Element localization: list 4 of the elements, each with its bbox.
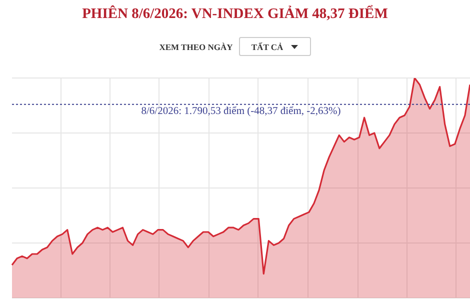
chart-title: PHIÊN 8/6/2026: VN-INDEX GIẢM 48,37 ĐIỂM	[81, 6, 389, 23]
text: XEM THEO NGÀY	[159, 42, 233, 52]
dropdown-field: TẤT CẢ	[238, 37, 311, 56]
annotation: 8/6/2026: 1.790,53 điểm (-48,37 điểm, -2,63%)	[140, 106, 342, 117]
